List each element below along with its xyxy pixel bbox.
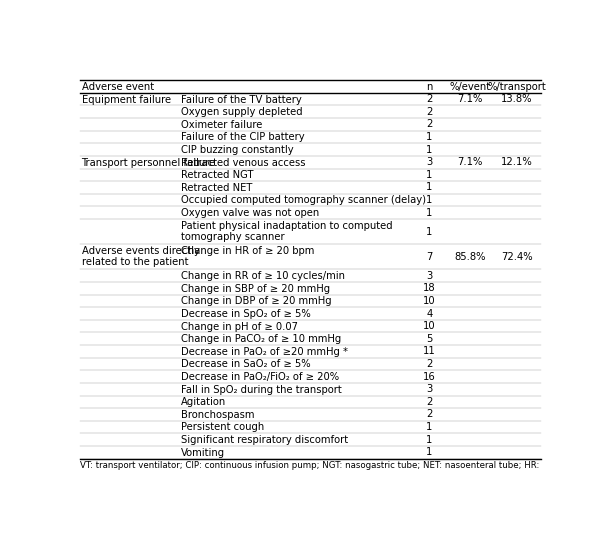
Text: 72.4%: 72.4% bbox=[501, 252, 533, 262]
Text: Failure of the TV battery: Failure of the TV battery bbox=[181, 94, 301, 104]
Text: 7: 7 bbox=[426, 252, 432, 262]
Text: Significant respiratory discomfort: Significant respiratory discomfort bbox=[181, 435, 348, 445]
Text: Equipment failure: Equipment failure bbox=[82, 94, 171, 104]
Text: Retracted venous access: Retracted venous access bbox=[181, 158, 305, 168]
Text: Vomiting: Vomiting bbox=[181, 448, 225, 458]
Text: 2: 2 bbox=[426, 359, 432, 369]
Text: Change in HR of ≥ 20 bpm: Change in HR of ≥ 20 bpm bbox=[181, 246, 314, 256]
Text: 1: 1 bbox=[426, 182, 432, 192]
Text: 3: 3 bbox=[426, 271, 432, 281]
Text: 5: 5 bbox=[426, 334, 432, 344]
Text: Oxygen valve was not open: Oxygen valve was not open bbox=[181, 208, 319, 218]
Text: 1: 1 bbox=[426, 227, 432, 236]
Text: 11: 11 bbox=[423, 346, 436, 357]
Text: Change in RR of ≥ 10 cycles/min: Change in RR of ≥ 10 cycles/min bbox=[181, 271, 345, 281]
Text: Adverse event: Adverse event bbox=[82, 81, 153, 92]
Text: Decrease in SpO₂ of ≥ 5%: Decrease in SpO₂ of ≥ 5% bbox=[181, 309, 310, 319]
Text: Occupied computed tomography scanner (delay): Occupied computed tomography scanner (de… bbox=[181, 195, 426, 205]
Text: 2: 2 bbox=[426, 94, 432, 104]
Text: 13.8%: 13.8% bbox=[501, 94, 533, 104]
Text: Retracted NGT: Retracted NGT bbox=[181, 170, 253, 180]
Text: Change in DBP of ≥ 20 mmHg: Change in DBP of ≥ 20 mmHg bbox=[181, 296, 332, 306]
Text: Decrease in PaO₂/FiO₂ of ≥ 20%: Decrease in PaO₂/FiO₂ of ≥ 20% bbox=[181, 372, 339, 382]
Text: 7.1%: 7.1% bbox=[457, 94, 483, 104]
Text: Transport personnel failure: Transport personnel failure bbox=[82, 158, 216, 168]
Text: Decrease in SaO₂ of ≥ 5%: Decrease in SaO₂ of ≥ 5% bbox=[181, 359, 310, 370]
Text: CIP buzzing constantly: CIP buzzing constantly bbox=[181, 145, 294, 155]
Text: Oxygen supply depleted: Oxygen supply depleted bbox=[181, 107, 303, 117]
Text: 3: 3 bbox=[426, 384, 432, 394]
Text: n: n bbox=[426, 81, 432, 92]
Text: Oximeter failure: Oximeter failure bbox=[181, 120, 262, 130]
Text: Retracted NET: Retracted NET bbox=[181, 183, 252, 193]
Text: 12.1%: 12.1% bbox=[501, 157, 533, 167]
Text: Patient physical inadaptation to computed
tomography scanner: Patient physical inadaptation to compute… bbox=[181, 221, 393, 242]
Text: 1: 1 bbox=[426, 422, 432, 432]
Text: 2: 2 bbox=[426, 397, 432, 407]
Text: Failure of the CIP battery: Failure of the CIP battery bbox=[181, 132, 304, 143]
Text: 3: 3 bbox=[426, 157, 432, 167]
Text: Change in PaCO₂ of ≥ 10 mmHg: Change in PaCO₂ of ≥ 10 mmHg bbox=[181, 334, 341, 344]
Text: Decrease in PaO₂ of ≥20 mmHg *: Decrease in PaO₂ of ≥20 mmHg * bbox=[181, 347, 348, 357]
Text: %/event: %/event bbox=[449, 81, 490, 92]
Text: 10: 10 bbox=[423, 296, 435, 306]
Text: 18: 18 bbox=[423, 283, 435, 293]
Text: Change in pH of ≥ 0.07: Change in pH of ≥ 0.07 bbox=[181, 322, 298, 331]
Text: 2: 2 bbox=[426, 410, 432, 419]
Text: 1: 1 bbox=[426, 435, 432, 444]
Text: 1: 1 bbox=[426, 170, 432, 180]
Text: Change in SBP of ≥ 20 mmHg: Change in SBP of ≥ 20 mmHg bbox=[181, 284, 330, 294]
Text: 85.8%: 85.8% bbox=[454, 252, 486, 262]
Text: 1: 1 bbox=[426, 145, 432, 155]
Text: Fall in SpO₂ during the transport: Fall in SpO₂ during the transport bbox=[181, 384, 341, 395]
Text: Persistent cough: Persistent cough bbox=[181, 423, 264, 432]
Text: 1: 1 bbox=[426, 207, 432, 218]
Text: %/transport: %/transport bbox=[487, 81, 547, 92]
Text: 1: 1 bbox=[426, 195, 432, 205]
Text: 1: 1 bbox=[426, 447, 432, 458]
Text: 10: 10 bbox=[423, 321, 435, 331]
Text: 4: 4 bbox=[426, 308, 432, 318]
Text: Bronchospasm: Bronchospasm bbox=[181, 410, 254, 420]
Text: 1: 1 bbox=[426, 132, 432, 142]
Text: 7.1%: 7.1% bbox=[457, 157, 483, 167]
Text: Agitation: Agitation bbox=[181, 397, 226, 407]
Text: 16: 16 bbox=[423, 372, 436, 382]
Text: 2: 2 bbox=[426, 120, 432, 129]
Text: 2: 2 bbox=[426, 107, 432, 117]
Text: VT: transport ventilator; CIP: continuous infusion pump; NGT: nasogastric tube; : VT: transport ventilator; CIP: continuou… bbox=[80, 461, 539, 470]
Text: Adverse events directly
related to the patient: Adverse events directly related to the p… bbox=[82, 246, 199, 268]
